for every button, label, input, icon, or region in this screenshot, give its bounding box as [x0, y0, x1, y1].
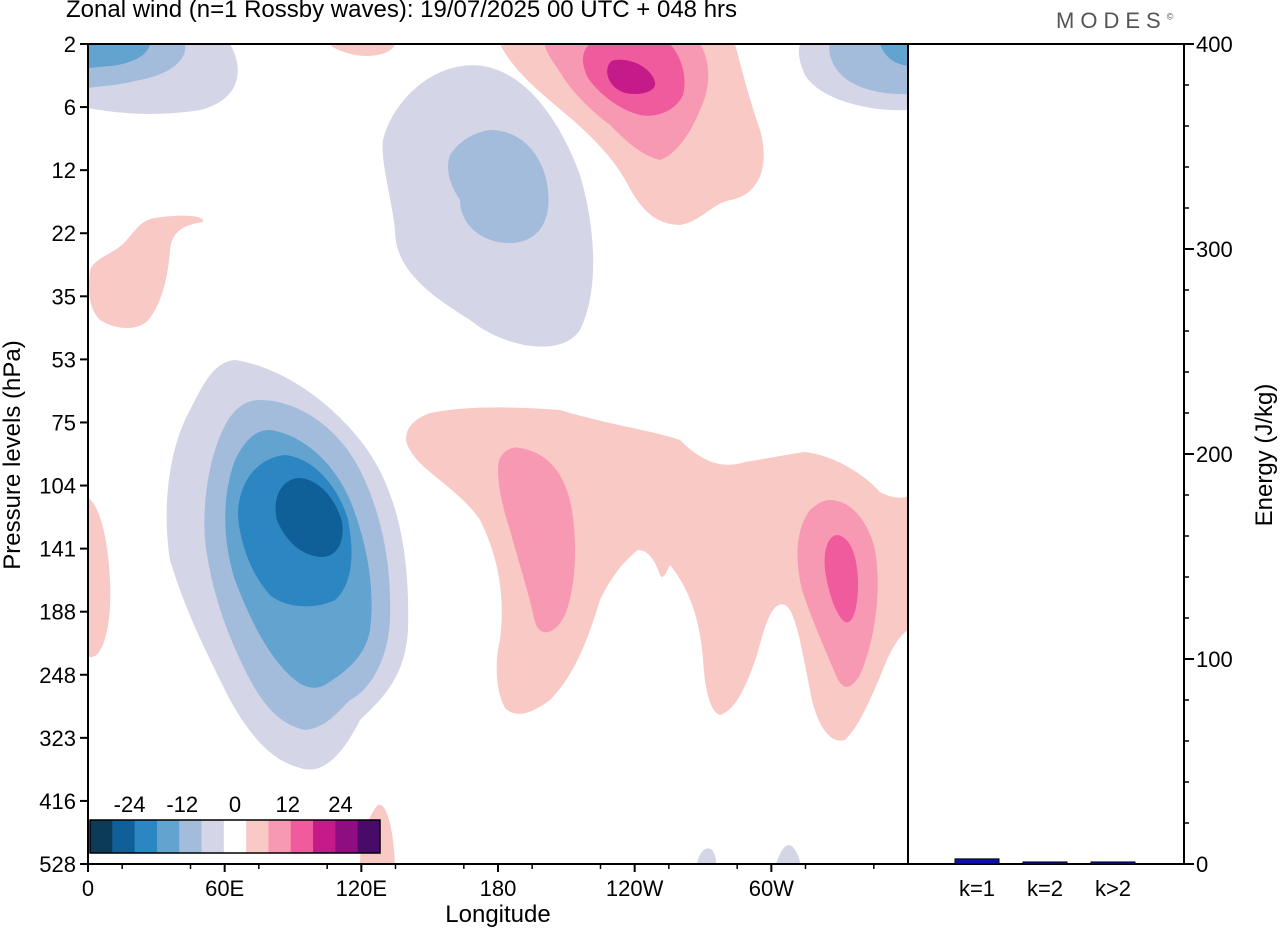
colorbar-swatch [156, 820, 180, 853]
y-tick-label: 2 [64, 32, 76, 57]
colorbar-swatch [201, 820, 225, 853]
y-tick-label: 22 [52, 221, 76, 246]
contour-pos-region [330, 44, 395, 56]
y-tick-label: 188 [39, 600, 76, 625]
colorbar: -24 -12 0 12 24 [89, 792, 381, 854]
y-tick-label: 35 [52, 284, 76, 309]
contour-neg-region [275, 478, 343, 558]
contour-pos-region [824, 535, 858, 623]
colorbar-swatch [246, 820, 269, 853]
colorbar-swatch [290, 820, 314, 853]
colorbar-label: 0 [229, 792, 241, 817]
colorbar-frame [89, 819, 381, 854]
energy-bar-label: k=1 [959, 876, 995, 901]
energy-bars: k=1 k=2 k>2 [954, 858, 1136, 901]
contour-pos-region [607, 59, 656, 94]
y-tick-label: 12 [52, 158, 76, 183]
y-tick-label: 104 [39, 474, 76, 499]
y-tick-label: 75 [52, 410, 76, 435]
y-tick-label: 6 [64, 95, 76, 120]
contour-neg-region [697, 848, 716, 864]
y-tick-label: 528 [39, 852, 76, 877]
pressure-axis: 2 6 12 22 35 53 75 104 141 188 248 323 416 528 [39, 32, 88, 877]
x-tick-label: 0 [82, 876, 94, 901]
colorbar-label: -12 [166, 792, 198, 817]
colorbar-swatch [357, 820, 381, 853]
energy-bar [1090, 861, 1136, 865]
energy-tick-label: 300 [1196, 237, 1233, 262]
y-axis-title: Pressure levels (hPa) [0, 340, 26, 569]
energy-tick-label: 400 [1196, 32, 1233, 57]
y-tick-label: 416 [39, 789, 76, 814]
y-tick-label: 53 [52, 347, 76, 372]
x-axis-title: Longitude [445, 901, 550, 928]
y-tick-label: 248 [39, 663, 76, 688]
energy-bar-label: k>2 [1095, 876, 1131, 901]
colorbar-swatch [90, 820, 113, 853]
y-tick-label: 323 [39, 726, 76, 751]
colorbar-swatch [268, 820, 292, 853]
colorbar-swatch [112, 820, 136, 853]
x-tick-label: 120W [606, 876, 664, 901]
energy-bar [1022, 861, 1068, 865]
x-tick-label: 60E [205, 876, 244, 901]
colorbar-swatch [313, 820, 336, 853]
energy-axis: 0 100 200 300 400 [1184, 32, 1233, 877]
energy-tick-label: 0 [1196, 852, 1208, 877]
x-tick-label: 60W [749, 876, 794, 901]
brand-logo: MODES© [1056, 8, 1174, 33]
contour-neg-region [880, 44, 908, 66]
chart-title: Zonal wind (n=1 Rossby waves): 19/07/202… [66, 0, 738, 23]
energy-axis-title: Energy (J/kg) [1251, 384, 1278, 527]
energy-tick-label: 200 [1196, 442, 1233, 467]
colorbar-label: -24 [114, 792, 146, 817]
colorbar-swatch [134, 820, 158, 853]
x-tick-label: 120E [336, 876, 387, 901]
contour-neg-region [776, 845, 800, 864]
colorbar-swatch [179, 820, 203, 853]
longitude-axis: 0 60E 120E 180 120W 60W [82, 864, 875, 901]
x-tick-label: 180 [480, 876, 517, 901]
contour-pos-region [89, 215, 204, 328]
colorbar-swatch [223, 820, 247, 853]
colorbar-swatch [335, 820, 359, 853]
energy-bar [954, 858, 1000, 865]
colorbar-label: 24 [328, 792, 352, 817]
contour-field [88, 44, 908, 864]
energy-tick-label: 100 [1196, 647, 1233, 672]
contour-neg-region [448, 130, 549, 244]
contour-pos-region [88, 498, 111, 658]
contour-pos-region [498, 447, 576, 633]
colorbar-label: 12 [275, 792, 299, 817]
y-tick-label: 141 [39, 537, 76, 562]
energy-bar-label: k=2 [1027, 876, 1063, 901]
contour-neg-region [88, 44, 150, 68]
